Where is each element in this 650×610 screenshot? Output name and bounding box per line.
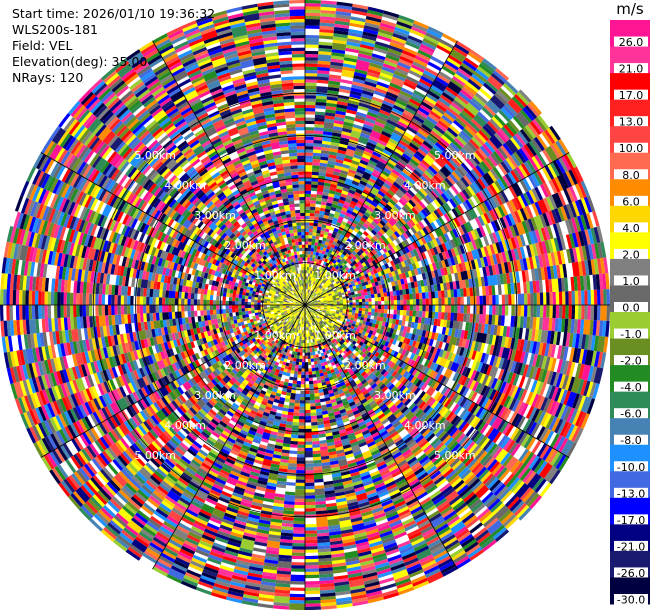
colorbar-tick-bg — [614, 169, 648, 182]
range-ring-label: 1.00km — [314, 329, 356, 342]
colorbar-tick-label: -10.0 — [617, 461, 645, 474]
range-ring-label: 1.00km — [254, 329, 296, 342]
colorbar-tick-bg — [614, 142, 648, 155]
range-ring-label: 5.00km — [134, 149, 176, 162]
colorbar-tick-bg — [614, 540, 648, 553]
range-ring-label: 4.00km — [404, 419, 446, 432]
range-ring-label: 4.00km — [164, 419, 206, 432]
range-ring-label: 5.00km — [434, 149, 476, 162]
colorbar-tick-bg — [614, 222, 648, 235]
range-ring-label: 5.00km — [434, 449, 476, 462]
colorbar-tick-label: 0.0 — [622, 302, 640, 315]
colorbar-tick-label: -2.0 — [620, 355, 641, 368]
colorbar-tick-label: -8.0 — [620, 434, 641, 447]
colorbar-tick-bg — [614, 461, 648, 474]
start-time-label: Start time: 2026/01/10 19:36:32 — [12, 6, 216, 21]
colorbar-tick-bg — [614, 89, 648, 102]
colorbar: 26.0 21.0 17.0 13.0 10.0 8.0 6.0 4.0 2.0 1.0 0.0 -1… — [610, 20, 650, 607]
azimuth-spoke — [152, 40, 306, 306]
azimuth-spoke — [40, 152, 306, 306]
range-ring-label: 3.00km — [374, 209, 416, 222]
colorbar-tick-label: 21.0 — [619, 63, 644, 76]
colorbar-tick-label: -6.0 — [620, 408, 641, 421]
azimuth-spoke — [304, 152, 570, 306]
range-ring-labels: 1.00km 1.00km 1.00km 1.00km 2.00km 2.00km 2.00… — [134, 149, 475, 462]
colorbar-tick-bg — [614, 275, 648, 288]
colorbar-tick-bg — [614, 36, 648, 49]
colorbar-tick-label: 17.0 — [619, 89, 644, 102]
colorbar-tick-label: -21.0 — [617, 540, 645, 553]
elevation-label: Elevation(deg): 35.00 — [12, 54, 148, 69]
colorbar-tick-bg — [614, 195, 648, 208]
colorbar-tick-label: 10.0 — [619, 142, 644, 155]
azimuth-spoke — [152, 304, 306, 570]
range-ring-label: 2.00km — [224, 239, 266, 252]
range-ring-label: 3.00km — [374, 389, 416, 402]
colorbar-tick-label: 4.0 — [622, 222, 640, 235]
velocity-gate-group — [12, 3, 610, 609]
colorbar-tick-label: -1.0 — [620, 328, 641, 341]
range-ring-label: 4.00km — [404, 179, 446, 192]
colorbar-tick-bg — [614, 594, 648, 606]
range-rings — [0, 0, 610, 610]
velocity-gate-group — [3, 6, 595, 609]
colorbar-tick-label: 13.0 — [619, 116, 644, 129]
colorbar-tick-bg — [614, 408, 648, 421]
colorbar-tick-label: -30.0 — [617, 594, 645, 607]
colorbar-tick-bg — [614, 381, 648, 394]
range-ring-label: 3.00km — [194, 209, 236, 222]
velocity-gate-group — [6, 9, 601, 598]
range-ring-label: 5.00km — [134, 449, 176, 462]
range-ring-label: 2.00km — [224, 359, 266, 372]
colorbar-tick-label: 26.0 — [619, 36, 644, 49]
range-ring-label: 1.00km — [254, 269, 296, 282]
colorbar-tick-label: -17.0 — [617, 514, 645, 527]
colorbar-tick-label: -4.0 — [620, 381, 641, 394]
colorbar-tick-label: -26.0 — [617, 567, 645, 580]
colorbar-tick-bg — [614, 248, 648, 261]
ppi-plot: 1.00km 1.00km 1.00km 1.00km 2.00km 2.00km 2.00… — [0, 0, 610, 610]
ppi-svg: 1.00km 1.00km 1.00km 1.00km 2.00km 2.00km 2.00… — [0, 0, 610, 610]
colorbar-tick-label: -13.0 — [617, 487, 645, 500]
azimuth-spoke — [304, 40, 458, 306]
colorbar-tick-bg — [614, 116, 648, 129]
instrument-label: WLS200s-181 — [12, 22, 98, 37]
colorbar-tick-bg — [614, 434, 648, 447]
colorbar-tick-label: 6.0 — [622, 195, 640, 208]
azimuth-spoke — [304, 304, 458, 570]
azimuth-spoke — [40, 304, 306, 458]
colorbar-tick-bg — [614, 63, 648, 76]
field-label: Field: VEL — [12, 38, 73, 53]
colorbar-tick-bg — [614, 302, 648, 314]
nrays-label: NRays: 120 — [12, 70, 84, 85]
velocity-gate-group — [0, 7, 599, 604]
colorbar-unit: m/s — [616, 0, 644, 18]
colorbar-tick-bg — [614, 514, 648, 527]
azimuth-spoke — [304, 304, 570, 458]
colorbar-tick-bg — [614, 567, 648, 580]
colorbar-tick-label: 8.0 — [622, 169, 640, 182]
colorbar-tick-label: 1.0 — [622, 275, 640, 288]
range-ring-label: 3.00km — [194, 389, 236, 402]
range-ring-label: 1.00km — [314, 269, 356, 282]
range-ring-label: 4.00km — [164, 179, 206, 192]
colorbar-tick-label: 2.0 — [622, 248, 640, 261]
range-ring-label: 2.00km — [344, 239, 386, 252]
colorbar-tick-bg — [614, 487, 648, 500]
colorbar-tick-bg — [614, 328, 648, 341]
colorbar-tick-bg — [614, 355, 648, 368]
range-ring-label: 2.00km — [344, 359, 386, 372]
